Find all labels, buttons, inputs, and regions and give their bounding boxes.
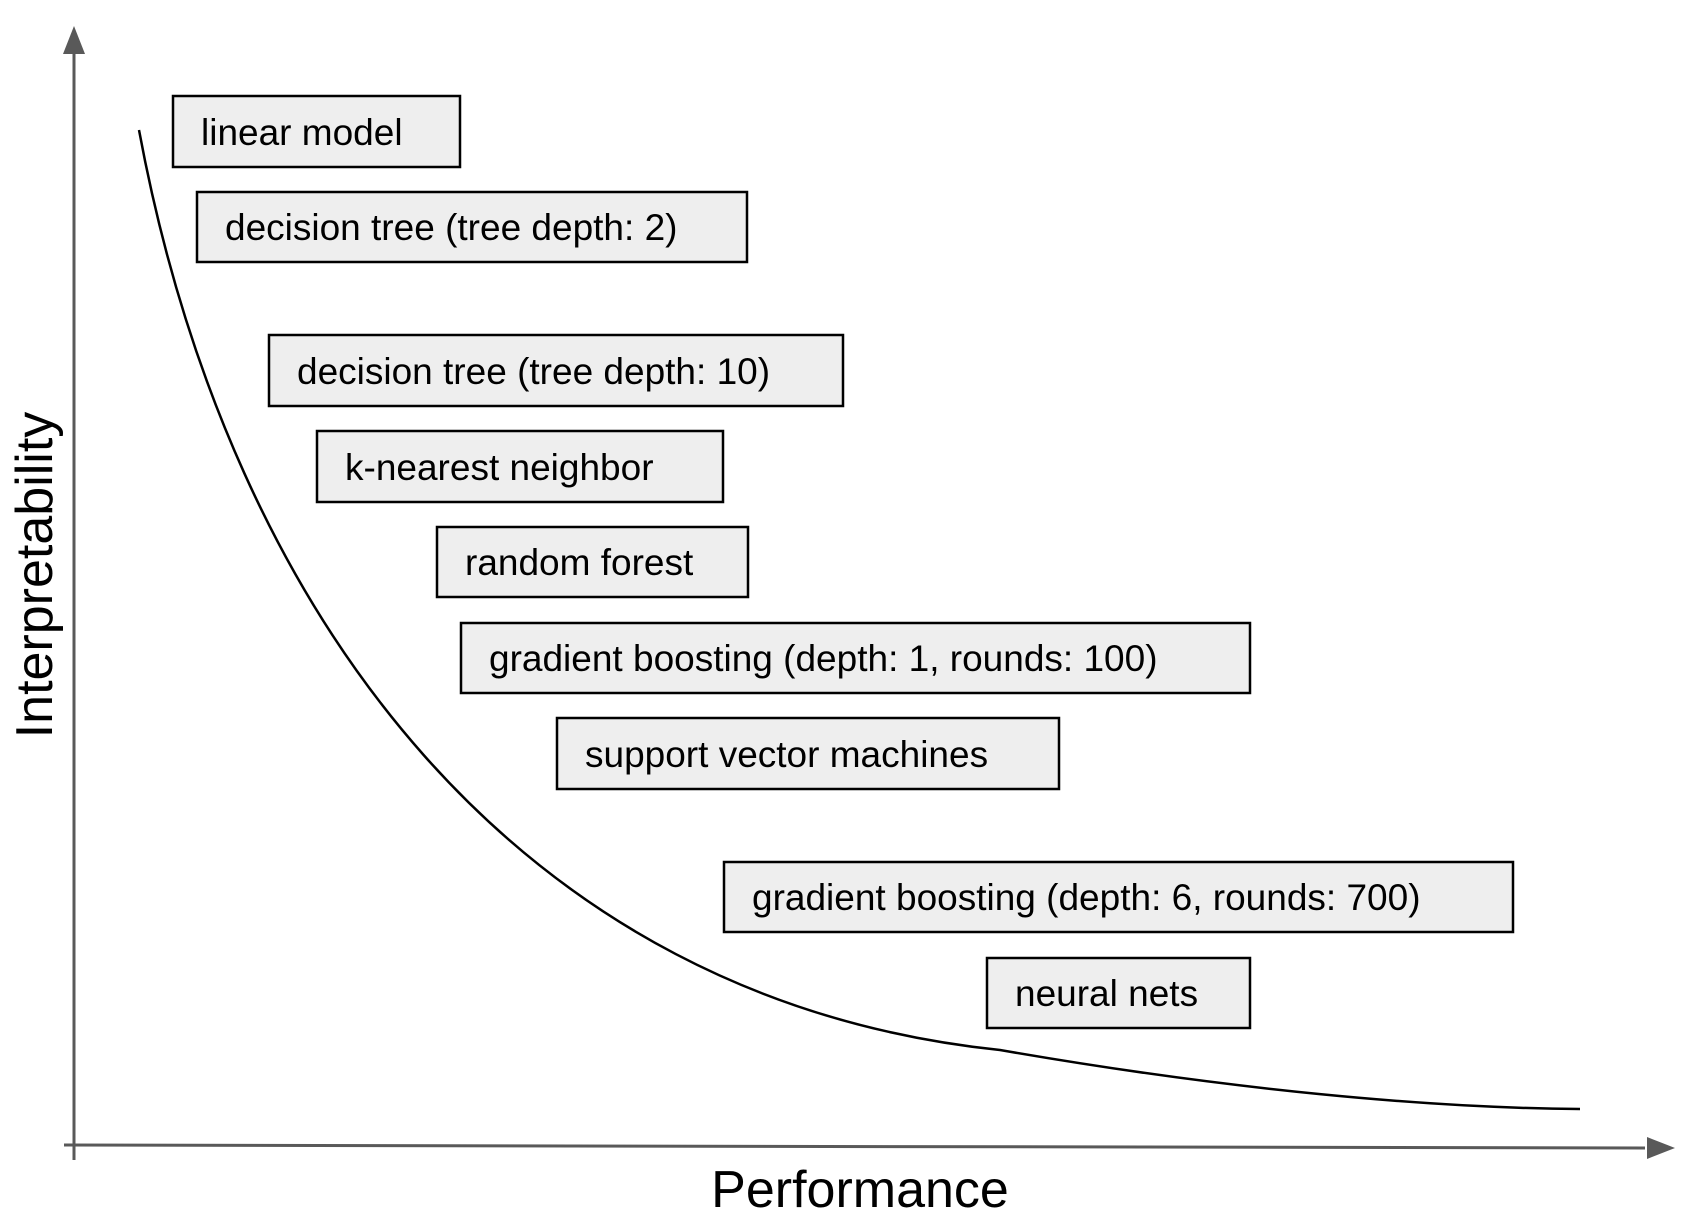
model-label: linear model [201, 112, 403, 153]
model-box-random-forest: random forest [435, 525, 750, 599]
model-box-decision-tree-depth-2: decision tree (tree depth: 2) [195, 190, 749, 264]
model-label: support vector machines [585, 734, 988, 775]
model-box-gradient-boosting-depth-6: gradient boosting (depth: 6, rounds: 700… [722, 860, 1515, 934]
x-axis-title: Performance [711, 1161, 1009, 1219]
model-box-k-nearest-neighbor: k-nearest neighbor [315, 429, 725, 504]
tradeoff-curve [137, 129, 1581, 1111]
model-box-support-vector-machines: support vector machines [555, 716, 1061, 791]
model-box-gradient-boosting-depth-1: gradient boosting (depth: 1, rounds: 100… [459, 621, 1252, 695]
model-label: decision tree (tree depth: 10) [297, 351, 770, 392]
model-label: random forest [465, 542, 694, 583]
model-label: k-nearest neighbor [345, 447, 654, 488]
model-box-decision-tree-depth-10: decision tree (tree depth: 10) [267, 333, 845, 408]
model-label: gradient boosting (depth: 6, rounds: 700… [752, 877, 1421, 918]
model-label: decision tree (tree depth: 2) [225, 207, 677, 248]
model-label: neural nets [1015, 973, 1198, 1014]
x-axis-arrowhead [1647, 1137, 1675, 1159]
model-label: gradient boosting (depth: 1, rounds: 100… [489, 638, 1158, 679]
y-axis-title: Interpretability [6, 412, 64, 739]
x-axis-line [63, 1143, 1646, 1150]
y-axis-arrowhead [63, 26, 85, 54]
axes [63, 26, 1675, 1160]
model-box-neural-nets: neural nets [985, 956, 1252, 1030]
model-box-linear-model: linear model [171, 94, 462, 169]
